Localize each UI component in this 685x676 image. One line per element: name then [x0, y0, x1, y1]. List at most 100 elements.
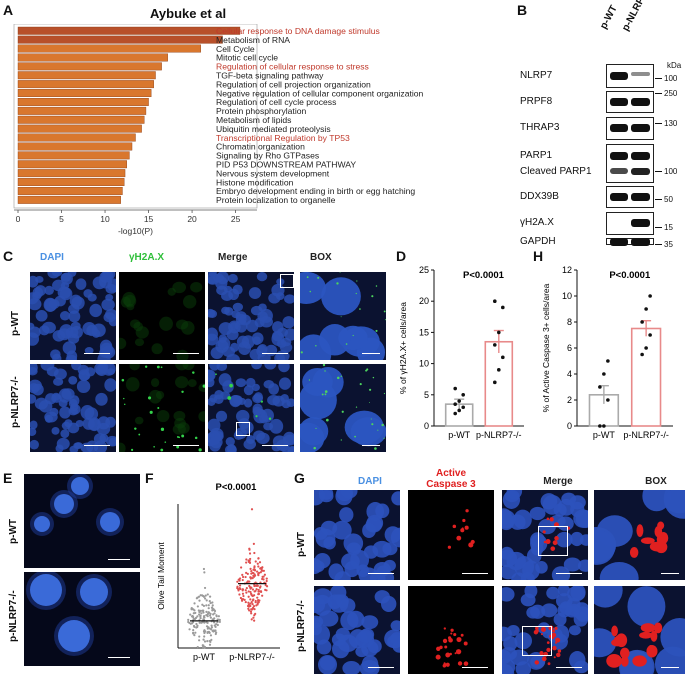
caspase-spot: [556, 652, 561, 658]
panel-d-bar: [484, 340, 514, 427]
panel-f-data-point: [249, 576, 252, 579]
panel-f-data-point: [203, 614, 206, 618]
nucleus: [172, 281, 187, 294]
panel-a-term-label: Metabolism of lipids: [216, 115, 291, 125]
caspase-spot: [540, 633, 543, 636]
panel-f-data-point: [218, 618, 221, 622]
panel-f-data-point: [257, 590, 260, 593]
panel-f-data-point: [201, 646, 205, 649]
caspase-spot: [542, 530, 546, 534]
comet-head: [100, 512, 120, 532]
panel-a-title: Aybuke et al: [150, 6, 227, 21]
panel-f-x-tick-label: p-WT: [193, 652, 215, 662]
nucleus: [106, 368, 115, 376]
panel-letter-f: F: [145, 470, 154, 486]
nucleus: [230, 342, 239, 352]
panel-a-bar: [17, 97, 149, 106]
caspase-spot: [462, 518, 466, 523]
panel-f-data-point: [253, 608, 256, 611]
panel-c-tile: [119, 364, 205, 452]
nucleus: [369, 570, 386, 580]
nucleus: [101, 272, 114, 281]
signal-spot: [255, 415, 258, 418]
panel-f-data-point: [253, 574, 257, 577]
nucleus: [89, 303, 103, 318]
panel-f-data-point: [217, 615, 220, 618]
panel-f-data-point: [250, 593, 253, 596]
panel-f-data-point: [214, 625, 217, 629]
comet-layer: [30, 474, 124, 536]
panel-h-pvalue: P<0.0001: [609, 270, 651, 281]
panel-a-plot-frame: [13, 24, 258, 209]
panel-a-term-label: Cellular response to DNA damage stimulus: [216, 26, 380, 36]
panel-f-data-point: [209, 634, 213, 637]
panel-f-data-point: [253, 590, 256, 593]
panel-h-y-tick-label: 12: [562, 265, 572, 275]
panel-f-data-point: [207, 604, 210, 607]
caspase-blob: [636, 524, 644, 538]
panel-b-kda-label: 130: [664, 119, 678, 128]
caspase-spot: [553, 645, 556, 648]
signal-spot: [354, 435, 356, 438]
nucleus: [553, 612, 567, 627]
panel-e-tile: [24, 474, 140, 568]
nucleus: [256, 345, 267, 357]
signal-spot: [181, 434, 185, 438]
panel-c-scale-bar: [173, 353, 199, 354]
panel-f-data-point: [202, 595, 206, 598]
panel-f-data-point: [188, 628, 191, 631]
panel-f-data-point: [203, 646, 207, 649]
panel-b-kda-tick: [655, 93, 662, 94]
signal-spot: [192, 371, 195, 374]
panel-f-data-point: [212, 613, 215, 616]
panel-f-data-point: [203, 640, 207, 643]
nucleus: [86, 324, 98, 337]
nucleus: [383, 559, 396, 572]
panel-c-column-label: BOX: [310, 252, 332, 263]
panel-f-data-point: [187, 618, 190, 621]
panel-f-data-point: [244, 589, 247, 592]
panel-a-x-tick-label: 25: [231, 214, 241, 224]
nucleus: [278, 377, 292, 390]
nucleus: [316, 639, 332, 655]
nucleus: [256, 272, 268, 282]
panel-a-bar: [17, 133, 136, 142]
signal-spot: [383, 392, 386, 395]
panel-a-x-tick-label: 20: [187, 214, 197, 224]
panel-f-data-point: [249, 610, 253, 613]
panel-d-data-point: [501, 355, 505, 360]
panel-f-data-point: [246, 604, 250, 608]
caspase-spot: [465, 509, 469, 513]
nucleus: [175, 319, 189, 330]
nucleus: [59, 324, 74, 339]
nucleus: [314, 588, 333, 605]
panel-a-bar: [17, 169, 126, 178]
caspase-spot: [545, 539, 551, 545]
nucleus: [390, 620, 400, 632]
comet-layer: [26, 572, 112, 656]
panel-e-row-label: p-NLRP7-/-: [8, 590, 19, 642]
nucleus: [150, 378, 160, 388]
nucleus: [570, 531, 584, 547]
panel-a-term-label: Regulation of cell projection organizati…: [216, 79, 371, 89]
nucleus: [252, 393, 263, 404]
nucleus: [342, 661, 361, 674]
nuclei-layer: [314, 586, 400, 674]
panel-f-data-point: [201, 644, 204, 647]
caspase-spot: [536, 661, 539, 664]
nucleus: [594, 586, 623, 608]
caspase-blob: [647, 644, 654, 658]
panel-d-y-tick-label: 15: [419, 327, 429, 337]
panel-f-data-point: [209, 628, 213, 631]
signal-spot: [375, 285, 378, 287]
nucleus: [104, 378, 116, 392]
panel-g-zoom-box: [522, 626, 552, 656]
panel-f-data-point: [247, 559, 250, 562]
caspase-spot: [541, 656, 547, 662]
panel-f-data-point: [253, 614, 256, 617]
panel-f-data-point: [213, 617, 216, 620]
caspase-spot: [453, 633, 457, 637]
caspase-spot: [554, 536, 559, 541]
nucleus: [30, 332, 40, 346]
nucleus: [627, 586, 666, 627]
